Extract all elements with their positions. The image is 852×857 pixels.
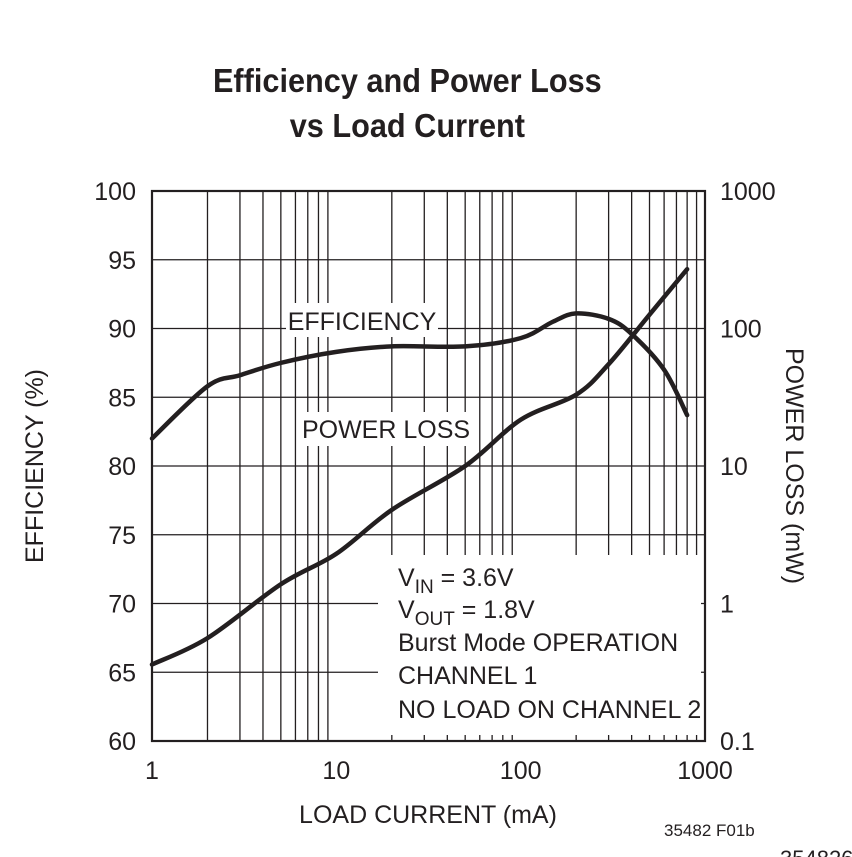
y-tick-label: 65 <box>108 659 136 687</box>
chart-title-line-2: vs Load Current <box>290 107 526 144</box>
annotation-no-load: NO LOAD ON CHANNEL 2 <box>398 696 701 724</box>
y-axis-label: EFFICIENCY (%) <box>21 369 49 563</box>
x-tick-label: 1 <box>145 757 159 785</box>
y2-tick-label: 100 <box>720 316 762 344</box>
annotation-channel: CHANNEL 1 <box>398 662 537 690</box>
y2-tick-label: 1 <box>720 591 734 619</box>
y-tick-label: 85 <box>108 384 136 412</box>
y-tick-label: 90 <box>108 316 136 344</box>
annotation-box <box>378 555 701 735</box>
efficiency-label-bg <box>286 303 438 337</box>
y-tick-label: 100 <box>94 178 136 206</box>
y-tick-label: 60 <box>108 728 136 756</box>
y2-axis-label: POWER LOSS (mW) <box>780 348 808 584</box>
x-axis-label: LOAD CURRENT (mA) <box>299 801 557 829</box>
series-label-power-loss: POWER LOSS <box>302 416 470 444</box>
series-line-power-loss <box>149 266 690 667</box>
x-tick-label: 10 <box>322 757 350 785</box>
x-tick-label: 1000 <box>677 757 733 785</box>
y2-tick-label: 1000 <box>720 178 776 206</box>
annotation-vout: VOUT = 1.8V <box>398 596 535 630</box>
clipped-figure-id: 354826 <box>780 846 852 857</box>
y-tick-label: 70 <box>108 591 136 619</box>
annotation-mode: Burst Mode OPERATION <box>398 629 678 657</box>
y-tick-label: 80 <box>108 453 136 481</box>
y2-tick-label: 0.1 <box>720 728 755 756</box>
figure-id: 35482 F01b <box>664 821 755 840</box>
chart-title-line-1: Efficiency and Power Loss <box>213 62 602 99</box>
plot-frame <box>150 189 707 743</box>
series-label-efficiency: EFFICIENCY <box>288 308 437 336</box>
x-tick-label: 100 <box>500 757 542 785</box>
annotation-vin: VIN = 3.6V <box>398 564 514 598</box>
y2-tick-label: 10 <box>720 453 748 481</box>
y-tick-label: 95 <box>108 247 136 275</box>
y-tick-label: 75 <box>108 522 136 550</box>
power-loss-label-bg <box>298 412 474 446</box>
